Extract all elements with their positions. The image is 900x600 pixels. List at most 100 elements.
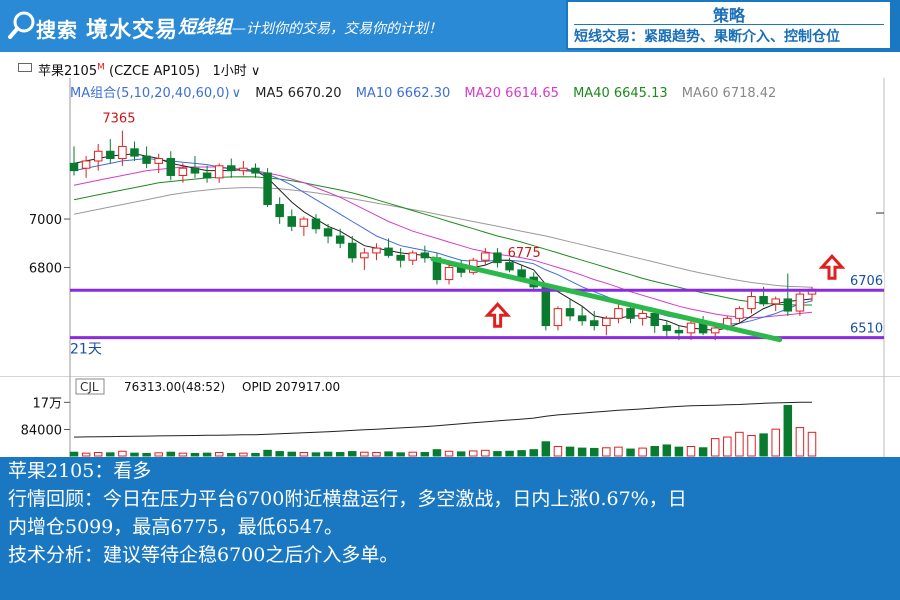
volume-bar (408, 451, 418, 457)
analysis-panel: 苹果2105：看多 行情回顾：今日在压力平台6700附近横盘运行，多空激战，日内… (0, 457, 900, 600)
candle-up (372, 247, 381, 254)
search-icon (8, 11, 35, 39)
candle-down (759, 296, 768, 305)
brand-title: 境水交易 (85, 18, 178, 43)
candle-up (553, 308, 563, 327)
candle-down (783, 298, 793, 312)
price-chart: 7000 6800 6706 6510 21天 7365 6775 (29, 78, 885, 376)
volume-bar (360, 451, 369, 457)
candle-up (638, 312, 647, 319)
candle-down (263, 172, 272, 206)
volume-bar (650, 446, 659, 457)
volume-bar (589, 447, 599, 457)
strategy-text: 短线交易：紧跟趋势、果断介入、控制仓位 (574, 29, 840, 45)
volume-bar (118, 450, 127, 457)
volume-bar (372, 452, 381, 457)
volume-bar (456, 451, 466, 457)
candle-up (360, 252, 369, 259)
ma-group-select[interactable]: MA组合(5,10,20,40,60,0) (70, 86, 230, 101)
volume-bar (263, 449, 272, 457)
candle-up (154, 158, 163, 164)
candle-down (565, 308, 575, 317)
grid-icon[interactable] (18, 63, 32, 72)
volume-bar (432, 449, 442, 457)
banner-background (0, 0, 600, 52)
candle-down (335, 235, 345, 244)
team-name: 短线组 (178, 17, 232, 38)
candle-up (444, 266, 454, 281)
volume-bar (662, 444, 672, 457)
candle-down (626, 308, 635, 319)
trend-line (430, 256, 783, 343)
ma-chevron-icon[interactable]: ∨ (231, 86, 242, 101)
volume-bar (553, 446, 563, 457)
volume-bar (227, 452, 236, 457)
volume-bar (771, 428, 780, 457)
brand-search-text: 搜索 (36, 18, 78, 42)
period-select[interactable]: 1小时 (212, 64, 247, 79)
volume-bar (529, 449, 538, 457)
volume-bar (723, 436, 732, 457)
y-tick-label: 7000 (29, 213, 62, 228)
up-arrow-icon (484, 302, 512, 328)
volume-bar (348, 451, 357, 457)
opid-readout: OPID 207917.00 (242, 380, 340, 394)
candle-down (517, 269, 526, 278)
candle-down (106, 150, 115, 160)
candle-down (396, 254, 405, 261)
volume-bar (565, 446, 575, 457)
volume-bar (747, 434, 756, 457)
volume-bar (541, 441, 551, 457)
chart-toolbar: 苹果2105M (CZCE AP105) 1小时 ∨ (0, 58, 886, 79)
volume-chart: CJL 76313.00(48:52) OPID 207917.00 17万 84… (0, 376, 900, 458)
candle-up (795, 293, 805, 312)
volume-bar (686, 446, 696, 457)
volume-bar (468, 450, 478, 457)
candle-up (81, 160, 91, 169)
candle-down (420, 252, 430, 259)
volume-bar (602, 447, 611, 457)
strategy-box: 策略 短线交易：紧跟趋势、果断介入、控制仓位 (566, 0, 892, 50)
ma20-label: MA20 6614.65 (464, 86, 559, 101)
cjl-label: CJL (80, 380, 99, 394)
ma40-label: MA40 6645.13 (573, 86, 668, 101)
candle-down (323, 228, 333, 237)
candle-up (214, 165, 224, 179)
chevron-down-icon[interactable]: ∨ (246, 64, 261, 79)
candle-up (408, 252, 418, 261)
analysis-technical: 技术分析：建议等待企稳6700之后介入多单。 (8, 544, 399, 566)
volume-bar (626, 448, 635, 457)
candle-down (577, 315, 587, 322)
volume-bar (735, 431, 744, 457)
days-label: 21天 (70, 342, 102, 358)
candle-down (674, 329, 684, 334)
cjl-box[interactable] (75, 378, 105, 395)
volume-bar (81, 452, 91, 457)
volume-bar (517, 450, 526, 457)
brand-name: 搜索 境水交易 (36, 12, 178, 44)
volume-tick-label: 84000 (21, 423, 62, 438)
candle-up (93, 150, 103, 162)
ma10-line (73, 157, 813, 325)
candle-down (190, 167, 200, 174)
candle-down (166, 158, 176, 176)
volume-bar (759, 433, 768, 457)
y-tick-label: 6800 (29, 261, 62, 276)
symbol-mark: M (97, 62, 105, 73)
volume-bar (311, 452, 321, 457)
volume-bar (384, 451, 393, 457)
ma60-label: MA60 6718.42 (681, 86, 777, 101)
volume-bar (93, 452, 103, 457)
candle-down (541, 286, 551, 327)
candle-up (747, 296, 756, 310)
analysis-review-cont: 内增仓5099，最高6775，最低6547。 (8, 516, 344, 538)
symbol-line: 苹果2105M (CZCE AP105) 1小时 ∨ (38, 60, 260, 79)
volume-bar (106, 452, 115, 457)
candle-up (735, 308, 744, 319)
volume-bar (275, 451, 284, 457)
candle-down (202, 172, 212, 179)
volume-readout: 76313.00(48:52) (124, 380, 225, 394)
volume-tick-label: 17万 (32, 396, 62, 411)
ma-legend: MA组合(5,10,20,40,60,0) ∨ MA5 6670.20 MA10 … (70, 82, 786, 101)
volume-bar (396, 452, 405, 457)
